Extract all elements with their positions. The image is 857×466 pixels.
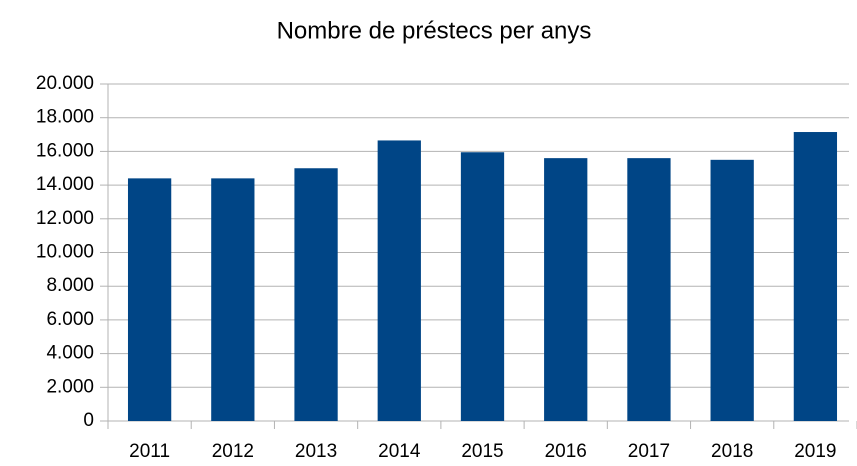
x-tick-label: 2015 [461, 441, 503, 462]
x-tick-label: 2017 [628, 441, 670, 462]
x-tick-label: 2016 [545, 441, 587, 462]
bar [211, 178, 255, 421]
y-tick-label: 2.000 [46, 376, 94, 397]
bar [544, 158, 588, 421]
bar [710, 159, 754, 421]
y-tick-label: 6.000 [46, 309, 94, 330]
x-tick-label: 2012 [212, 441, 254, 462]
chart-title: Nombre de préstecs per anys [277, 17, 592, 44]
y-tick-label: 14.000 [36, 174, 94, 195]
y-tick-label: 18.000 [36, 107, 94, 128]
y-tick-label: 20.000 [36, 73, 94, 94]
x-tick-label: 2018 [711, 441, 753, 462]
bar [460, 152, 505, 421]
y-tick-label: 4.000 [46, 343, 94, 364]
bar [294, 168, 338, 421]
y-tick-label: 16.000 [36, 140, 94, 161]
bar [627, 158, 671, 421]
y-tick-label: 10.000 [36, 242, 94, 263]
y-tick-label: 12.000 [36, 208, 94, 229]
bar [127, 178, 172, 421]
y-tick-label: 0 [83, 410, 94, 431]
y-tick-label: 8.000 [46, 275, 94, 296]
x-tick-label: 2011 [129, 441, 170, 462]
x-tick-label: 2013 [295, 441, 337, 462]
x-tick-label: 2014 [378, 441, 421, 462]
bar [377, 140, 421, 421]
bar [793, 132, 838, 421]
x-tick-label: 2019 [794, 441, 836, 462]
